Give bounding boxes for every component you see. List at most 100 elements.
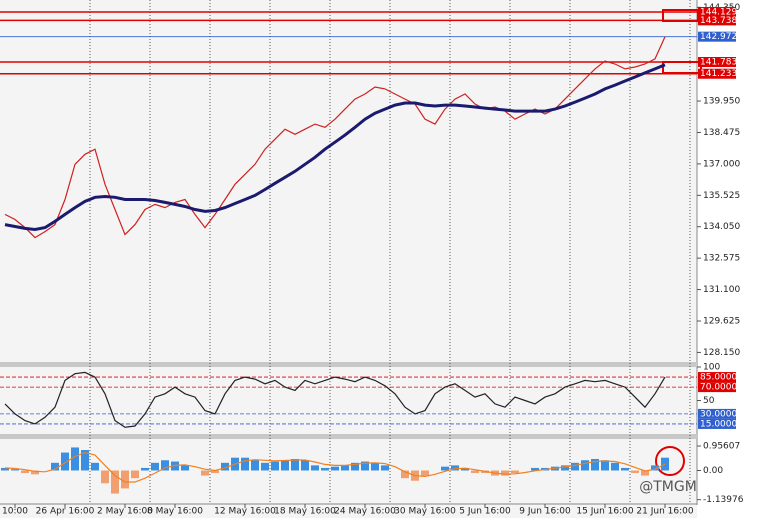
y-tick-label: 137.000 [703, 159, 740, 169]
x-tick-label: 8 May 16:00 [147, 507, 203, 517]
histogram-bar [151, 462, 159, 471]
histogram-bar [321, 467, 329, 471]
histogram-bar [301, 460, 309, 471]
x-tick-label: 24 May 16:00 [334, 507, 396, 517]
histogram-bar [351, 462, 359, 471]
histogram-bar [11, 469, 19, 471]
histogram-bar [101, 470, 109, 484]
histogram-bar [211, 470, 219, 474]
histogram-bar [221, 462, 229, 471]
histogram-bar [141, 467, 149, 471]
histogram-bar [201, 470, 209, 476]
level-label-box [698, 382, 736, 393]
histogram-bar [631, 470, 639, 474]
y-tick-label: 100 [703, 363, 720, 373]
level-label: 142.972 [700, 32, 737, 42]
level-label-box [698, 31, 736, 42]
histogram-bar [401, 470, 409, 479]
y-tick-label: 135.525 [703, 191, 740, 201]
histogram-bar [571, 462, 579, 471]
level-label: 85.0000 [700, 373, 737, 383]
x-tick-label: 21 Jun 16:00 [636, 507, 693, 517]
histogram-bar [511, 470, 519, 474]
histogram-bar [161, 460, 169, 471]
histogram-bar [311, 465, 319, 471]
histogram-bar [1, 467, 9, 471]
histogram-bar [251, 460, 259, 471]
level-label: 15.0000 [700, 419, 737, 429]
x-tick-label: 12 May 16:00 [214, 507, 276, 517]
level-label-box [698, 15, 736, 26]
plot-background [0, 0, 697, 518]
histogram-bar [131, 470, 139, 479]
histogram-bar [271, 461, 279, 471]
histogram-bar [471, 470, 479, 474]
y-tick-label: 132.575 [703, 254, 740, 264]
histogram-bar [361, 461, 369, 471]
histogram-bar [381, 465, 389, 471]
histogram-bar [611, 462, 619, 471]
level-label: 30.0000 [700, 409, 737, 419]
histogram-bar [51, 462, 59, 471]
level-label: 141.233 [700, 69, 737, 79]
watermark: @TMGM [639, 479, 697, 495]
level-label-box [698, 418, 736, 429]
y-tick-label: 0.00 [703, 466, 723, 476]
histogram-bar [531, 467, 539, 471]
histogram-bar [281, 460, 289, 471]
histogram-bar [601, 460, 609, 471]
histogram-bar [461, 467, 469, 471]
level-label: 70.0000 [700, 383, 737, 393]
histogram-bar [91, 462, 99, 471]
histogram-bar [581, 460, 589, 471]
x-tick-label: 5 Jun 16:00 [459, 507, 511, 517]
histogram-bar [21, 470, 29, 474]
histogram-bar [451, 465, 459, 471]
histogram-bar [71, 447, 79, 471]
x-tick-label: 26 Apr 16:00 [36, 507, 95, 517]
level-label-box [698, 372, 736, 383]
histogram-bar [31, 470, 39, 475]
y-tick-label: 0.95607 [703, 442, 740, 452]
histogram-bar [261, 462, 269, 471]
x-tick-label: 10:00 [2, 507, 28, 517]
y-tick-label: 129.625 [703, 316, 740, 326]
histogram-bar [441, 466, 449, 471]
y-tick-label: 128.150 [703, 348, 740, 358]
y-tick-label: 131.100 [703, 285, 740, 295]
level-label-box [698, 57, 736, 68]
histogram-bar [331, 466, 339, 471]
y-tick-label: 139.950 [703, 97, 740, 107]
histogram-bar [501, 470, 509, 476]
histogram-bar [651, 465, 659, 471]
histogram-bar [111, 470, 119, 494]
x-tick-label: 15 Jun 16:00 [576, 507, 633, 517]
histogram-bar [591, 458, 599, 471]
annotation-circle [655, 446, 685, 476]
y-tick-label: 134.050 [703, 222, 740, 232]
histogram-bar [291, 458, 299, 471]
panel-divider [0, 362, 697, 367]
level-label-box [698, 68, 736, 79]
level-label: 141.783 [700, 58, 737, 68]
x-tick-label: 30 May 16:00 [394, 507, 456, 517]
histogram-bar [81, 450, 89, 471]
histogram-bar [241, 457, 249, 471]
x-tick-label: 18 May 16:00 [274, 507, 336, 517]
histogram-bar [421, 470, 429, 476]
y-tick-label: -1.13976 [703, 495, 744, 505]
histogram-bar [341, 465, 349, 471]
histogram-bar [661, 457, 669, 471]
histogram-bar [181, 465, 189, 471]
level-label-box [698, 408, 736, 419]
x-tick-label: 2 May 16:00 [97, 507, 153, 517]
y-tick-label: 138.475 [703, 128, 740, 138]
series-line [4, 451, 666, 483]
level-label: 143.738 [700, 16, 737, 26]
level-label-box [698, 7, 736, 18]
series-line [4, 371, 666, 428]
histogram-bar [121, 470, 129, 489]
x-tick-label: 9 Jun 16:00 [519, 507, 571, 517]
series-line [4, 63, 666, 232]
